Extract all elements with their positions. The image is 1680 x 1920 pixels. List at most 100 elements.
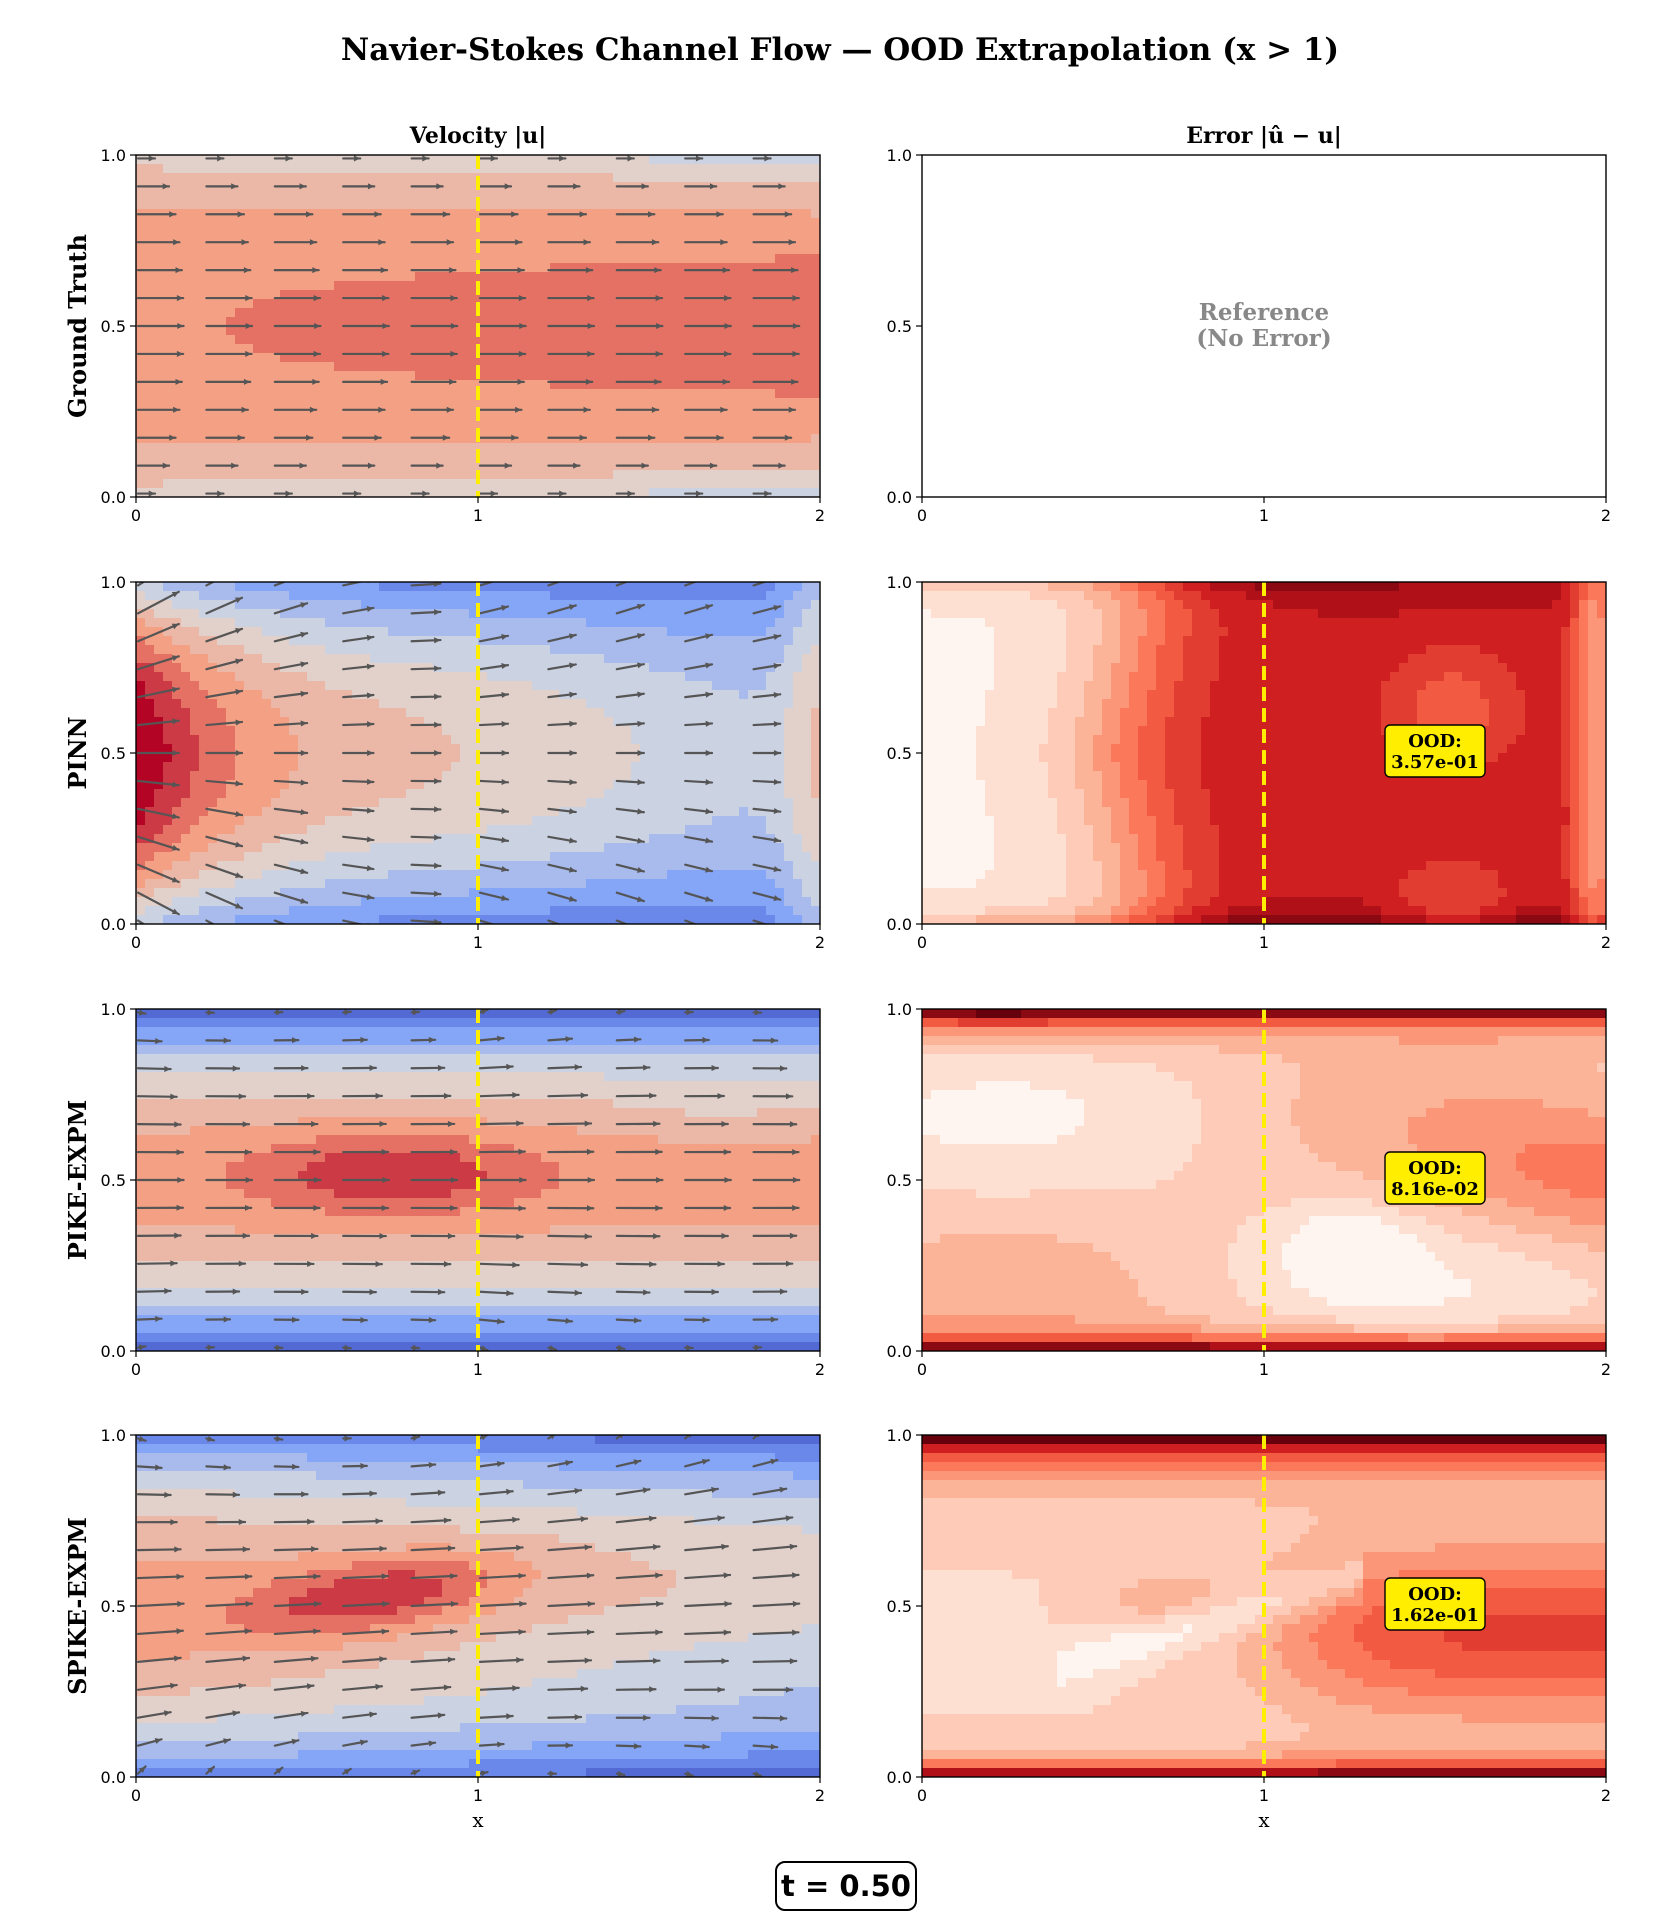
velocity-arrow xyxy=(684,1659,729,1663)
velocity-arrowhead xyxy=(173,406,180,413)
velocity-arrowhead xyxy=(709,462,717,469)
x-tick-label: 0 xyxy=(131,1786,141,1805)
velocity-arrowhead xyxy=(511,211,518,218)
velocity-arrowhead xyxy=(242,1232,250,1239)
velocity-arrowhead xyxy=(238,1260,246,1267)
time-box xyxy=(775,1861,917,1911)
velocity-arrowhead xyxy=(380,267,388,274)
velocity-arrowhead xyxy=(705,749,713,757)
velocity-arrowhead xyxy=(649,1686,656,1693)
velocity-arrowhead xyxy=(506,1290,513,1297)
velocity-arrowhead xyxy=(579,434,586,441)
velocity-arrowhead xyxy=(512,1516,519,1523)
velocity-arrow xyxy=(547,1574,595,1580)
velocity-arrowhead xyxy=(154,1738,162,1744)
velocity-arrowhead xyxy=(369,1711,376,1718)
velocity-arrowhead xyxy=(275,1435,283,1442)
velocity-arrowhead xyxy=(723,1629,731,1636)
velocity-arrowhead xyxy=(311,1121,318,1128)
x-tick-label: 2 xyxy=(1601,506,1611,525)
velocity-arrowhead xyxy=(443,1684,451,1691)
velocity-arrowhead xyxy=(138,1435,146,1442)
velocity-arrow xyxy=(752,1602,801,1608)
velocity-arrowhead xyxy=(773,662,781,669)
x-tick-label: 1 xyxy=(473,506,483,525)
velocity-arrowhead xyxy=(637,691,644,698)
velocity-arrowhead xyxy=(569,808,576,815)
velocity-arrow xyxy=(273,1629,321,1636)
velocity-arrowhead xyxy=(587,295,594,302)
velocity-arrowhead xyxy=(784,434,792,441)
velocity-arrowhead xyxy=(653,1120,660,1127)
velocity-arrowhead xyxy=(374,434,381,441)
x-tick-label: 1 xyxy=(473,1360,483,1379)
velocity-arrowhead xyxy=(412,1009,420,1016)
velocity-arrowhead xyxy=(243,267,251,274)
velocity-arrowhead xyxy=(519,1176,526,1184)
velocity-arrow xyxy=(684,1573,732,1580)
velocity-arrowhead xyxy=(235,689,243,696)
velocity-arrowhead xyxy=(367,462,375,469)
velocity-arrowhead xyxy=(497,1035,504,1042)
row-label: PINN xyxy=(63,716,92,789)
velocity-arrowhead xyxy=(655,1148,662,1155)
velocity-arrow xyxy=(342,1519,383,1524)
velocity-arrowhead xyxy=(705,662,713,669)
velocity-arrowhead xyxy=(434,721,441,728)
velocity-arrowhead xyxy=(207,1344,214,1351)
velocity-arrowhead xyxy=(311,1232,318,1239)
y-tick-label: 1.0 xyxy=(101,1426,126,1445)
velocity-arrowhead xyxy=(169,434,176,441)
velocity-arrowhead xyxy=(172,749,179,757)
velocity-arrowhead xyxy=(721,1232,728,1240)
velocity-arrowhead xyxy=(516,1657,523,1664)
velocity-arrowhead xyxy=(447,1233,455,1240)
velocity-arrowhead xyxy=(237,434,244,441)
y-tick-label: 0.0 xyxy=(101,488,126,507)
velocity-arrowhead xyxy=(791,378,798,385)
contour-field xyxy=(136,155,820,497)
velocity-arrowhead xyxy=(164,1288,171,1295)
velocity-arrowhead xyxy=(300,690,308,697)
velocity-arrowhead xyxy=(285,490,292,497)
velocity-arrowhead xyxy=(643,1714,650,1721)
velocity-arrowhead xyxy=(785,1686,793,1693)
velocity-arrowhead xyxy=(569,837,576,844)
x-tick-label: 2 xyxy=(815,933,825,952)
velocity-arrow xyxy=(547,1545,593,1552)
velocity-arrowhead xyxy=(175,267,182,274)
velocity-arrowhead xyxy=(366,634,374,641)
velocity-arrowhead xyxy=(724,322,731,330)
velocity-arrow xyxy=(547,1122,593,1126)
velocity-arrow xyxy=(136,1656,182,1663)
velocity-arrowhead xyxy=(232,1491,240,1498)
velocity-arrowhead xyxy=(307,1260,314,1267)
velocity-arrowhead xyxy=(300,868,308,875)
velocity-arrowhead xyxy=(434,778,441,785)
velocity-arrow xyxy=(273,919,288,924)
velocity-arrowhead xyxy=(309,406,317,413)
velocity-arrowhead xyxy=(172,781,179,788)
reference-annotation: Reference xyxy=(1199,299,1329,326)
velocity-arrow xyxy=(478,1574,526,1580)
velocity-arrowhead xyxy=(378,239,385,246)
velocity-arrowhead xyxy=(238,1519,246,1526)
y-tick-label: 1.0 xyxy=(887,1000,912,1019)
velocity-arrowhead xyxy=(770,1037,778,1044)
velocity-arrowhead xyxy=(770,1316,778,1323)
velocity-arrowhead xyxy=(433,609,441,616)
velocity-arrowhead xyxy=(275,1009,283,1016)
velocity-arrowhead xyxy=(171,908,179,915)
velocity-arrowhead xyxy=(791,267,798,274)
velocity-arrow xyxy=(273,1575,321,1580)
reference-annotation: (No Error) xyxy=(1196,325,1331,352)
velocity-arrowhead xyxy=(501,836,508,843)
velocity-arrowhead xyxy=(291,1738,299,1745)
velocity-arrow xyxy=(136,1095,178,1098)
velocity-arrowhead xyxy=(506,1063,513,1070)
pinn-velocity-panel: 0 1 2 0.0 0.5 1.0 PINN xyxy=(63,573,825,952)
velocity-arrow xyxy=(136,1629,184,1636)
velocity-arrowhead xyxy=(724,350,731,357)
velocity-arrow xyxy=(136,1602,185,1608)
